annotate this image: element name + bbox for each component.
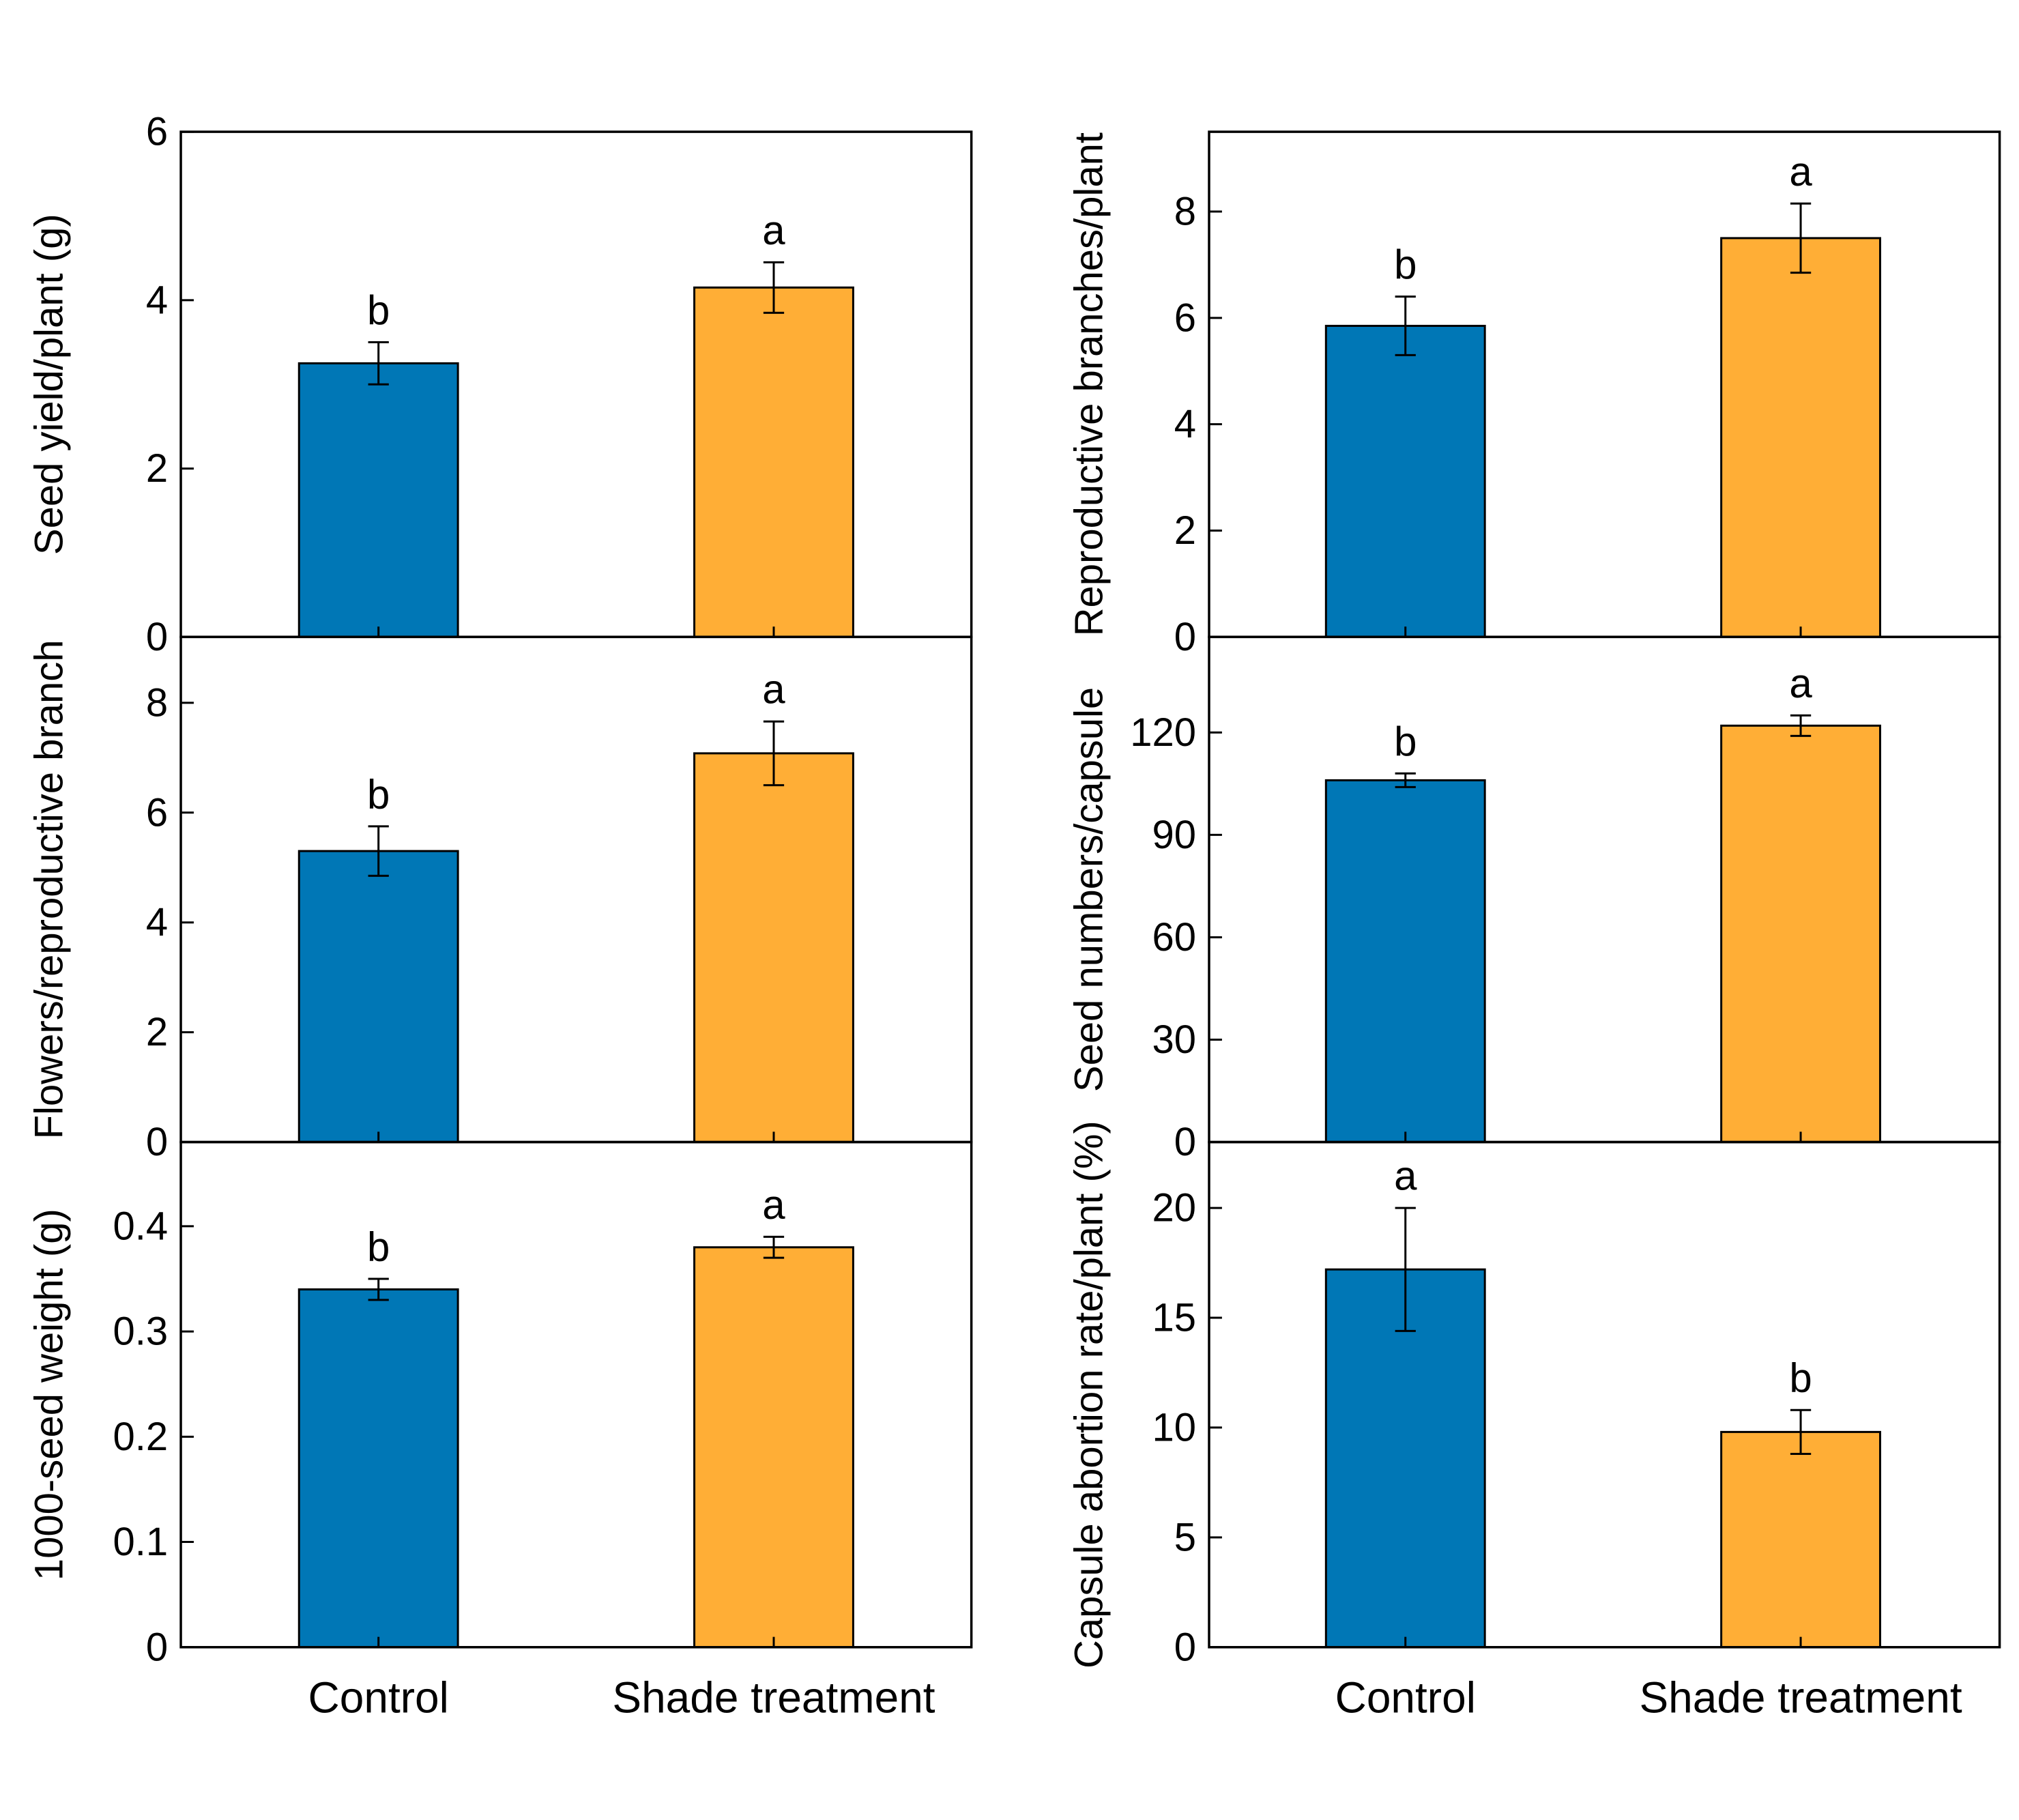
y-axis-title: 1000-seed weight (g) <box>27 1209 71 1580</box>
x-category-label: Shade treatment <box>1639 1673 1962 1722</box>
y-tick-label: 30 <box>1152 1017 1197 1062</box>
bar-shade-treatment <box>693 752 854 1144</box>
y-axis-title: Capsule abortion rate/plant (%) <box>1066 1121 1111 1669</box>
bar-control <box>1324 325 1486 638</box>
error-bar-shade-treatment <box>763 1235 785 1259</box>
y-tick-label: 0 <box>146 1625 168 1669</box>
y-tick-label: 60 <box>1152 915 1197 959</box>
y-axis-title: Seed yield/plant (g) <box>27 214 71 555</box>
error-bar-shade-treatment <box>1790 714 1812 737</box>
significance-label: b <box>367 771 390 817</box>
bar-shade-treatment <box>693 1246 854 1649</box>
bar-shade-treatment <box>1720 237 1881 638</box>
panel-top-right: b a 0 2 4 6 8 Reproductive branches/plant <box>1066 130 2001 659</box>
panel-bottom-right: a b 0 5 10 15 20 Control Shade treatment Capsule … <box>1066 1121 2001 1722</box>
x-category-label: Control <box>308 1673 449 1722</box>
y-tick-label: 0 <box>1174 1120 1196 1164</box>
error-bar-control <box>1395 772 1416 788</box>
significance-label: a <box>762 207 785 253</box>
y-tick-label: 6 <box>1174 295 1196 340</box>
significance-label: a <box>1789 661 1812 706</box>
panel-top-left: b a 0 2 4 6 Seed yield/plant (g) <box>27 110 973 659</box>
significance-label: b <box>367 287 390 333</box>
bar-control <box>297 1288 459 1649</box>
bar-control <box>297 850 459 1144</box>
y-tick-label: 5 <box>1174 1515 1196 1559</box>
y-tick-label: 0 <box>146 1120 168 1164</box>
significance-label: a <box>762 1182 785 1228</box>
y-tick-label: 120 <box>1130 710 1196 755</box>
significance-label: b <box>1394 242 1417 287</box>
significance-label: a <box>1394 1153 1417 1199</box>
y-tick-label: 0 <box>1174 1625 1196 1669</box>
panel-bottom-left: b a 0 0.1 0.2 0.3 0.4 Control Shade treatment 100… <box>27 1140 973 1722</box>
significance-label: b <box>1789 1355 1812 1401</box>
y-tick-label: 2 <box>1174 508 1196 553</box>
error-bar-control <box>368 825 389 877</box>
y-tick-label: 20 <box>1152 1186 1197 1230</box>
y-tick-label: 6 <box>146 790 168 835</box>
y-tick-label: 0.1 <box>113 1520 168 1564</box>
panel-middle-right: b a 0 30 60 90 120 Seed numbers/capsule <box>1066 635 2001 1164</box>
y-tick-label: 0.2 <box>113 1415 168 1459</box>
panel-middle-left: b a 0 2 4 6 8 Flowers/reproductive branch <box>27 635 973 1164</box>
plot-frame <box>179 1140 973 1649</box>
y-tick-label: 2 <box>146 446 168 491</box>
significance-label: b <box>1394 719 1417 764</box>
x-category-label: Shade treatment <box>612 1673 935 1722</box>
y-tick-label: 8 <box>146 680 168 725</box>
error-bar-control <box>1395 295 1416 356</box>
bar-shade-treatment <box>693 286 854 638</box>
y-tick-label: 8 <box>1174 189 1196 233</box>
y-tick-label: 0 <box>1174 615 1196 659</box>
y-tick-label: 4 <box>146 278 168 322</box>
error-bar-shade-treatment <box>763 261 785 314</box>
y-axis-title: Reproductive branches/plant <box>1066 132 1111 636</box>
y-tick-label: 10 <box>1152 1405 1197 1449</box>
error-bar-shade-treatment <box>1790 202 1812 274</box>
error-bar-shade-treatment <box>763 720 785 787</box>
significance-label: b <box>367 1224 390 1270</box>
y-tick-label: 90 <box>1152 813 1197 857</box>
y-tick-label: 15 <box>1152 1296 1197 1340</box>
significance-label: a <box>762 667 785 712</box>
error-bar-shade-treatment <box>1790 1409 1812 1456</box>
y-tick-label: 0 <box>146 615 168 659</box>
bar-shade-treatment <box>1720 724 1881 1144</box>
y-tick-label: 0.3 <box>113 1310 168 1354</box>
bar-control <box>297 362 459 638</box>
error-bar-control <box>368 1277 389 1301</box>
y-tick-label: 6 <box>146 110 168 154</box>
y-axis-title: Seed numbers/capsule <box>1066 687 1111 1092</box>
y-tick-label: 4 <box>1174 402 1196 446</box>
x-category-label: Control <box>1335 1673 1476 1722</box>
error-bar-control <box>368 341 389 386</box>
y-axis-title: Flowers/reproductive branch <box>27 640 71 1140</box>
significance-label: a <box>1789 149 1812 194</box>
y-tick-label: 0.4 <box>113 1204 168 1248</box>
y-tick-label: 2 <box>146 1010 168 1054</box>
bar-shade-treatment <box>1720 1430 1881 1649</box>
bar-control <box>1324 779 1486 1144</box>
plot-frame <box>1208 1140 2001 1649</box>
error-bar-control <box>1395 1207 1416 1332</box>
y-tick-label: 4 <box>146 900 168 944</box>
